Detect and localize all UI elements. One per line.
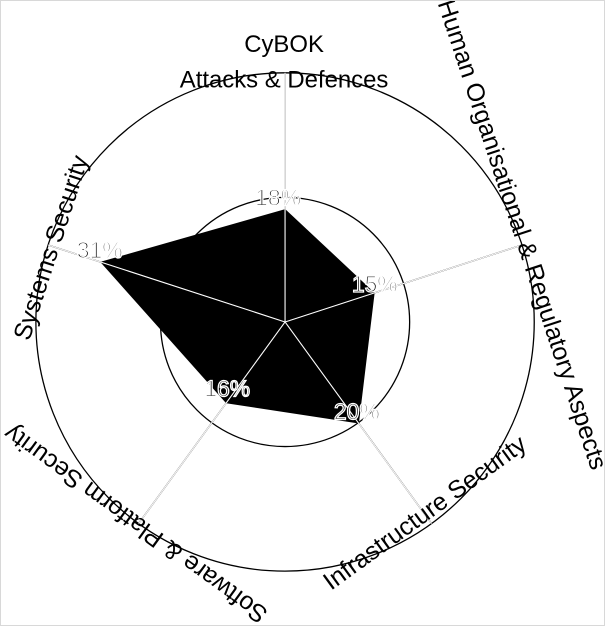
title-line-1: CyBOK xyxy=(244,31,324,58)
value-label-software-platform-security: 16% xyxy=(204,376,250,402)
data-series-area xyxy=(100,209,375,424)
spoke-overlay-infrastructure-security xyxy=(284,321,432,524)
category-label-software-platform-security: Software & Platform Security xyxy=(1,419,273,625)
spoke-overlay-systems-security xyxy=(47,244,286,323)
value-labels: 18% 15% 20% 16% 31% xyxy=(76,184,398,426)
category-label-infrastructure-security: Infrastructure Security xyxy=(318,430,532,596)
spokes-overlay xyxy=(47,72,523,524)
title-line-2: Attacks & Defences xyxy=(180,67,389,94)
spoke-overlay-software-platform-security xyxy=(138,321,286,524)
value-label-human-organisational: 15% xyxy=(352,271,398,297)
category-label-human-organisational: Human Organisational & Regulatory Aspect… xyxy=(432,1,604,473)
chart-title: CyBOK Attacks & Defences xyxy=(180,31,389,94)
value-label-systems-security: 31% xyxy=(77,237,123,263)
value-label-attacks-defences: 18% xyxy=(255,184,301,210)
value-label-infrastructure-security: 20% xyxy=(334,399,380,425)
spoke-overlay-human-organisational-regulatory-aspects xyxy=(284,244,523,323)
